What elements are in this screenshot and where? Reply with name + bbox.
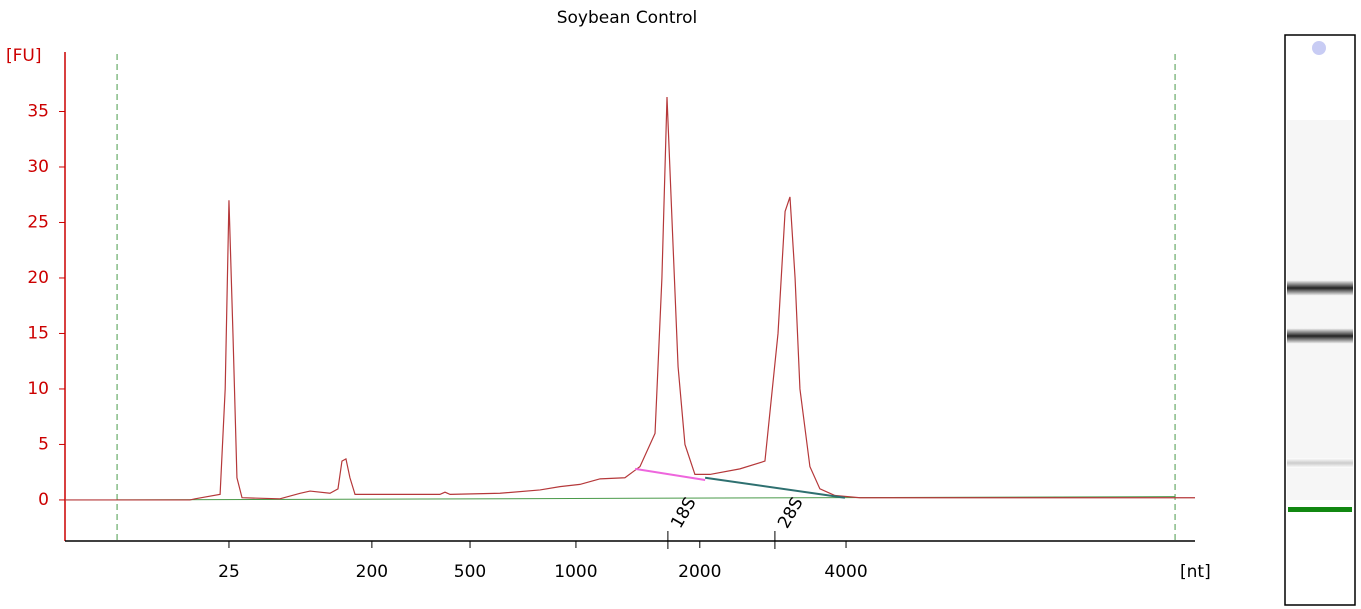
y-tick-label: 15 [27,323,49,343]
x-tick-label: 2000 [678,562,721,582]
gel-lane [1285,35,1355,605]
x-tick-label: 200 [356,562,388,582]
x-tick-label: 4000 [824,562,867,582]
electropherogram: Soybean Control [FU] [nt] 0 5 10 15 20 25 30 35… [0,0,1361,609]
y-tick-label: 10 [27,379,49,399]
trace [65,97,1195,500]
y-tick-label: 30 [27,157,49,177]
chart-title: Soybean Control [557,8,698,28]
y-tick-label: 35 [27,101,49,121]
x-tick-label: 500 [454,562,486,582]
x-tick-label: 1000 [554,562,597,582]
y-axis-label: [FU] [6,46,42,66]
y-tick-label: 25 [27,212,49,232]
fragment-span [705,478,845,498]
fragment-label: 18S [667,494,701,532]
y-tick-label: 0 [38,490,49,510]
fragment-label: 28S [774,494,808,532]
y-tick-label: 5 [38,434,49,454]
x-axis-label: [nt] [1180,562,1211,582]
x-tick-label: 25 [218,562,240,582]
y-tick-label: 20 [27,268,49,288]
